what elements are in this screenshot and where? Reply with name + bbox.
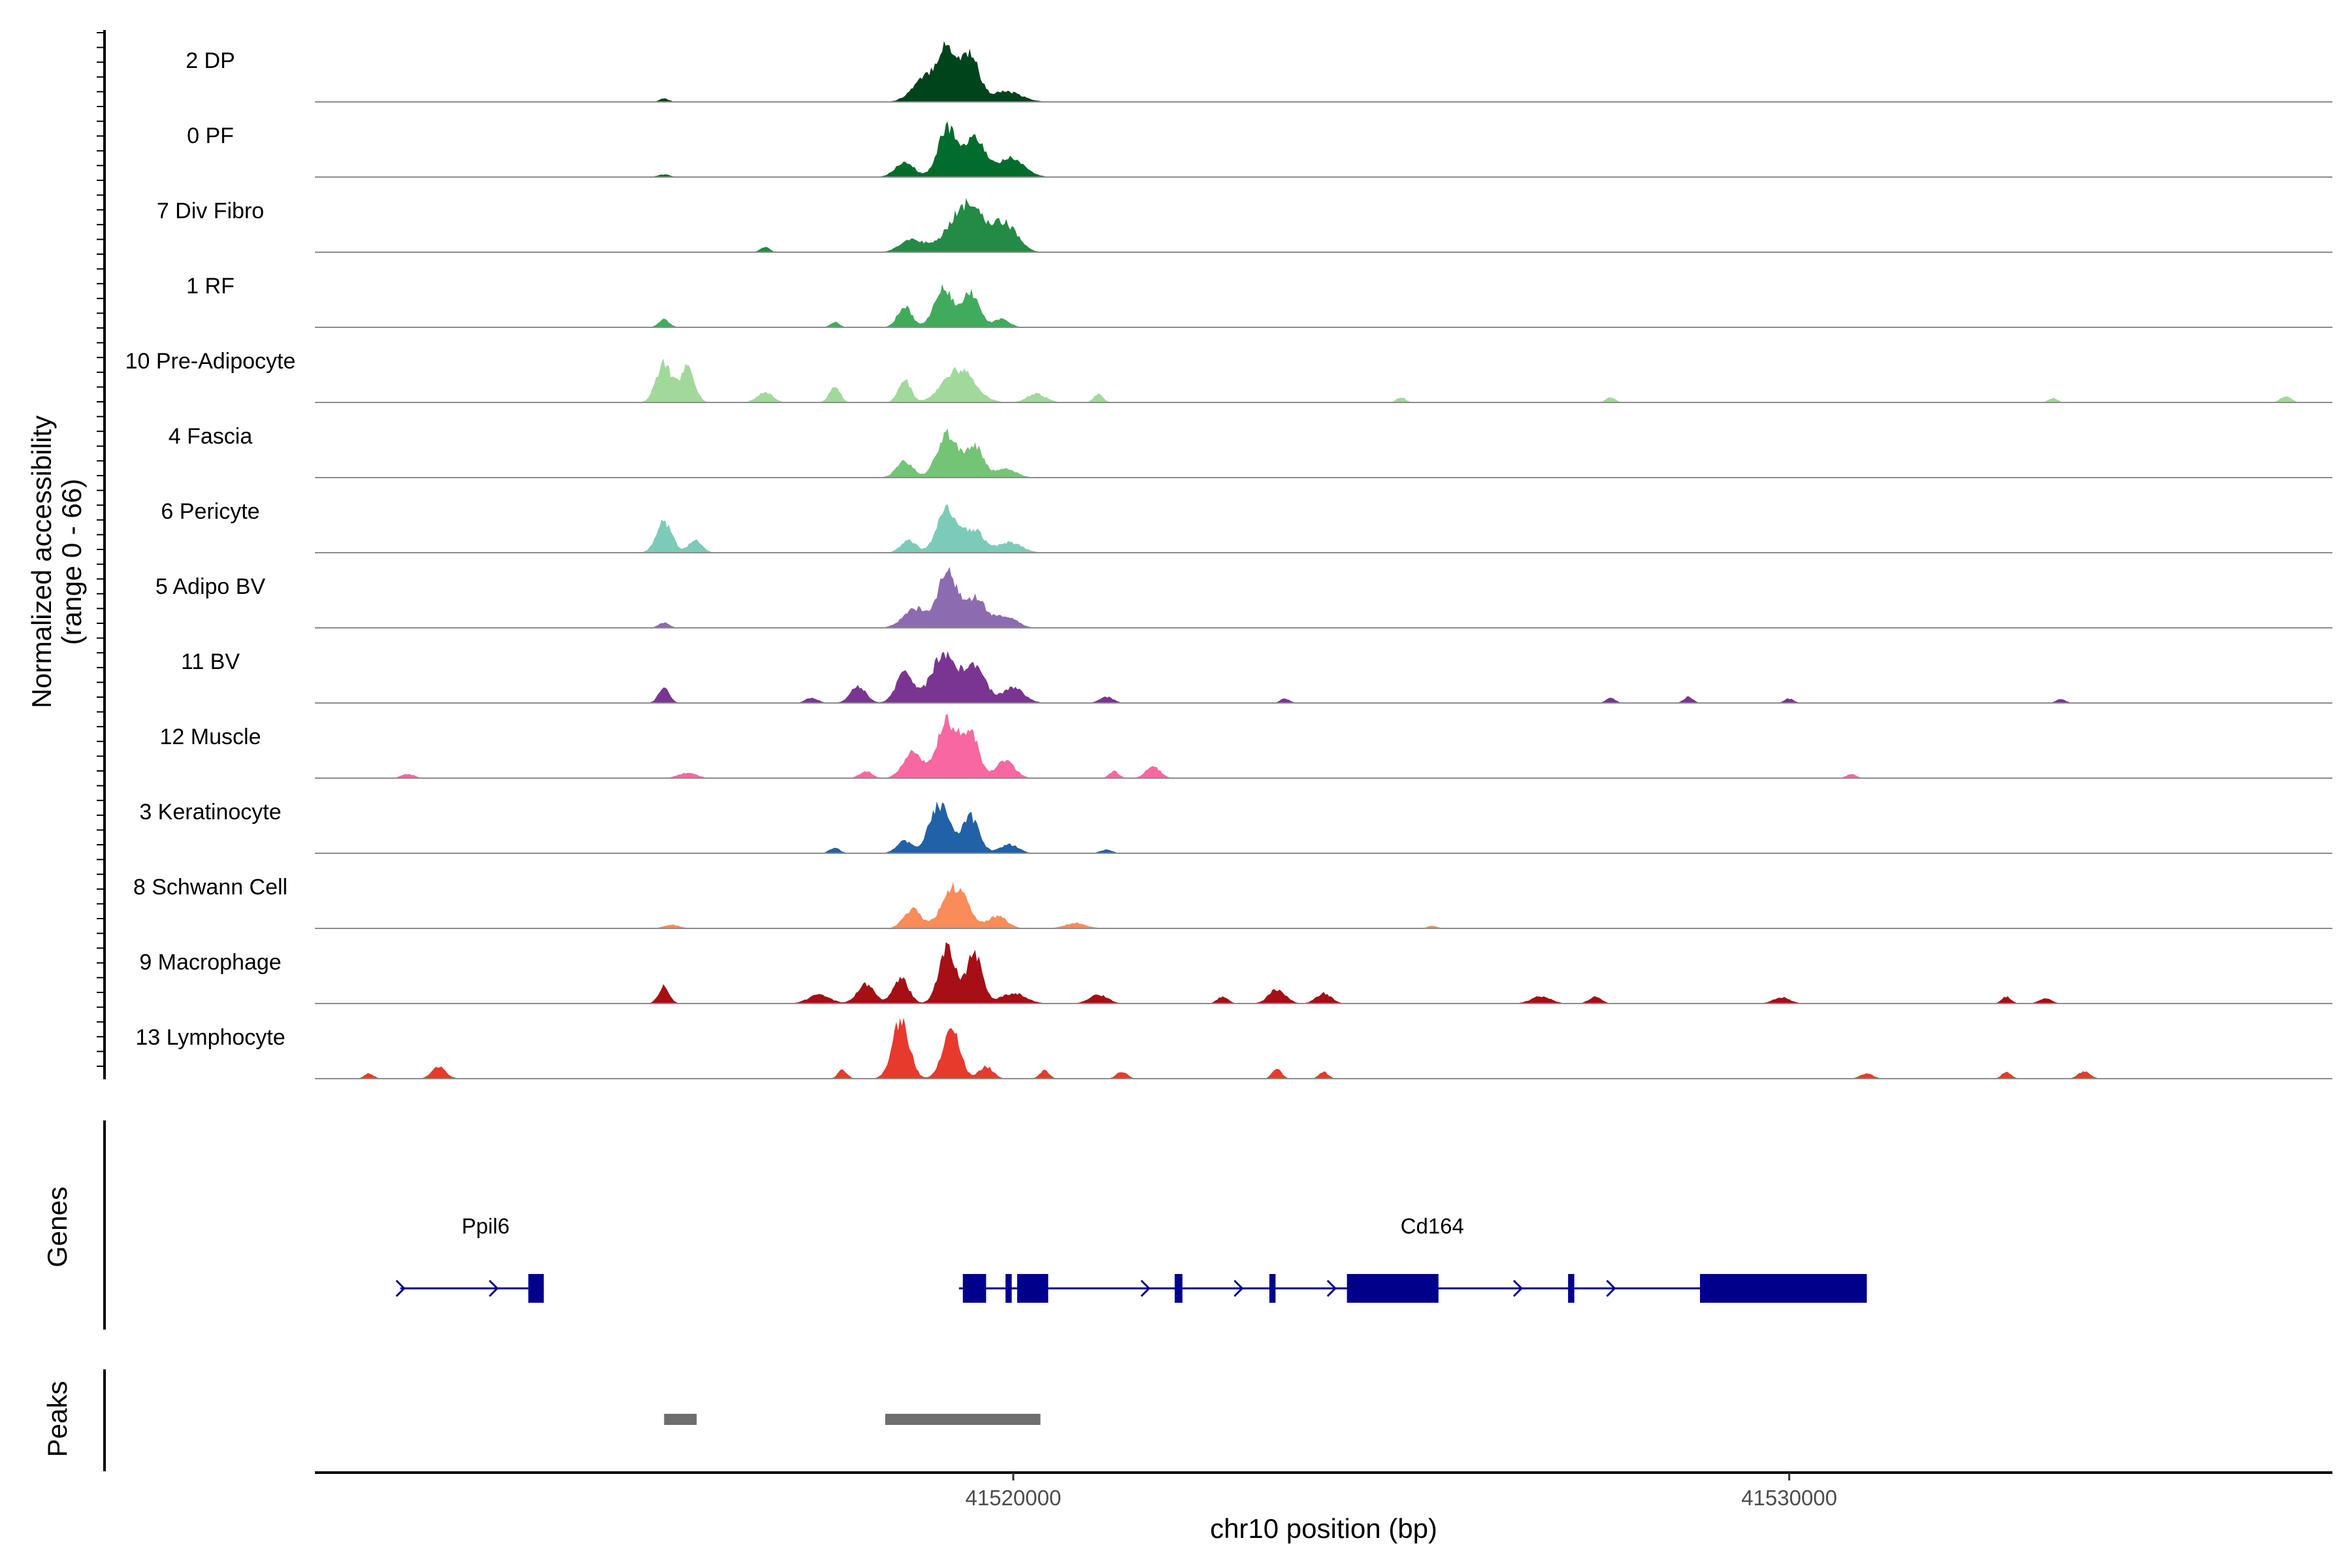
track-9: 11 BV [181,649,2332,704]
coverage-area-2 [315,121,2332,177]
track-label-12: 8 Schwann Cell [133,875,287,900]
exon [1347,1274,1439,1303]
track-label-9: 11 BV [181,649,240,674]
track-5: 10 Pre-Adipocyte [125,349,2332,403]
gene-models: Ppil6 Cd164 [395,1214,1867,1303]
track-7: 6 Pericyte [161,499,2332,553]
coverage-area-9 [315,651,2332,703]
track-12: 8 Schwann Cell [133,875,2332,929]
exon [962,1274,987,1303]
strand-arrow [1606,1279,1616,1298]
track-label-4: 1 RF [186,274,235,299]
x-axis-title: chr10 position (bp) [1210,1513,1437,1544]
strand-arrow [395,1279,406,1298]
coverage-area-11 [315,801,2332,853]
peak-region-bars [664,1414,1041,1425]
strand-arrow [1326,1279,1337,1298]
track-4: 1 RF [186,274,2332,328]
exon [1174,1274,1183,1303]
x-axis-ticks: 41520000 41530000 [966,1473,1837,1510]
track-1: 2 DP [186,41,2332,103]
y-axis-title-line1: Normalized accessibility [26,416,57,708]
coverage-area-1 [315,41,2332,103]
genes-axis-label: Genes [42,1186,73,1267]
x-tick-label-2: 41530000 [1741,1486,1837,1510]
peaks-axis-label: Peaks [42,1381,73,1458]
track-label-10: 12 Muscle [160,725,261,749]
track-label-3: 7 Div Fibro [157,199,264,223]
track-label-2: 0 PF [187,123,234,148]
exon [1017,1274,1049,1303]
x-axis: 41520000 41530000 chr10 position (bp) [315,1471,2332,1544]
peak-region-1 [664,1414,697,1425]
track-2: 0 PF [187,121,2332,178]
exon [1700,1274,1867,1303]
track-8: 5 Adipo BV [155,566,2332,629]
coverage-area-3 [315,198,2332,252]
track-label-5: 10 Pre-Adipocyte [125,349,296,374]
peaks-panel: Peaks [42,1369,1041,1471]
coverage-area-14 [315,1017,2332,1079]
track-11: 3 Keratinocyte [139,800,2332,854]
exon [1269,1274,1276,1303]
strand-arrow [1140,1279,1151,1298]
gene-label-Ppil6: Ppil6 [462,1214,510,1238]
track-label-1: 2 DP [186,48,235,73]
exon [1005,1274,1012,1303]
coverage-area-8 [315,566,2332,628]
track-label-14: 13 Lymphocyte [135,1025,285,1050]
y-axis-ticks [97,32,105,1067]
track-label-11: 3 Keratinocyte [139,800,281,825]
gene-label-Cd164: Cd164 [1401,1214,1464,1238]
track-6: 4 Fascia [169,424,2332,478]
track-10: 12 Muscle [160,714,2332,779]
x-tick-label-1: 41520000 [966,1486,1062,1510]
track-label-7: 6 Pericyte [161,499,259,524]
track-14: 13 Lymphocyte [135,1017,2332,1079]
coverage-area-13 [315,942,2332,1004]
strand-arrow [1512,1279,1524,1298]
coverage-area-4 [315,284,2332,327]
coverage-area-7 [315,504,2332,553]
coverage-area-12 [315,881,2332,928]
coverage-tracks: 2 DP 0 PF 7 Div Fibro 1 RF 10 Pre-Adipocyte 4… [125,41,2332,1079]
track-label-13: 9 Macrophage [139,950,281,975]
y-axis-title-line2: (range 0 - 66) [56,479,87,645]
gene-Cd164: Cd164 [958,1214,1867,1303]
strand-arrow [1233,1279,1244,1298]
track-13: 9 Macrophage [139,942,2332,1004]
exon [528,1274,544,1303]
genes-panel: Genes Ppil6 Cd164 [42,1120,1867,1330]
track-3: 7 Div Fibro [157,198,2332,253]
track-label-8: 5 Adipo BV [155,574,266,599]
coverage-area-6 [315,428,2332,478]
strand-arrow [489,1279,499,1298]
peak-region-2 [885,1414,1041,1425]
gene-Ppil6: Ppil6 [395,1214,544,1303]
coverage-area-10 [315,714,2332,778]
exon [1568,1274,1575,1303]
coverage-area-5 [315,358,2332,402]
track-label-6: 4 Fascia [169,424,253,449]
coverage-panel: Normalized accessibility (range 0 - 66) … [26,30,2332,1079]
